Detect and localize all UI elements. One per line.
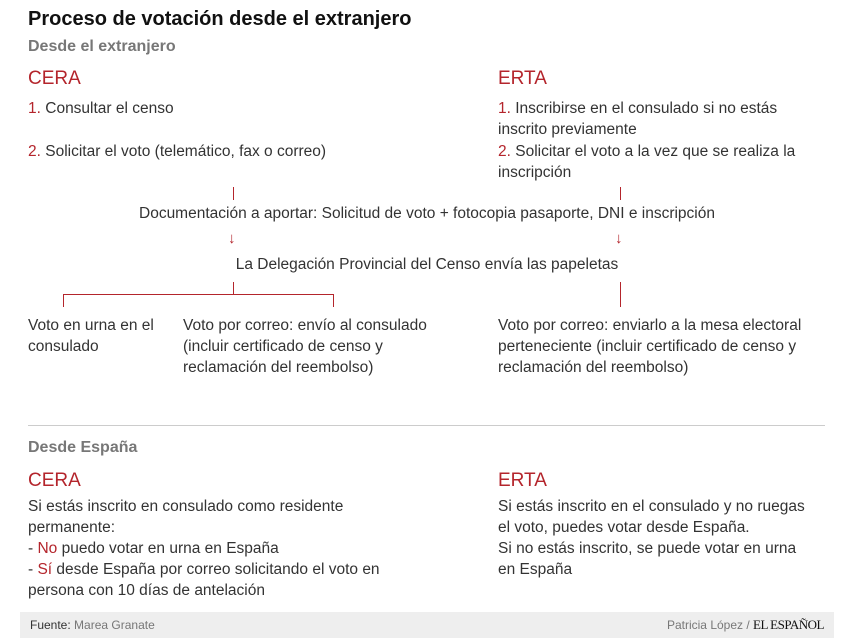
- step-text: Inscribirse en el consulado si no estás …: [498, 100, 778, 138]
- connector-line: [233, 187, 234, 200]
- credit: Patricia López / EL ESPAÑOL: [666, 612, 825, 638]
- cera-item: - Sí desde España por correo solicitando…: [28, 559, 418, 601]
- page-title: Proceso de votación desde el extranjero: [28, 8, 412, 30]
- item-text: desde España por correo solicitando el v…: [28, 561, 380, 599]
- delegation-text: La Delegación Provincial del Censo envía…: [235, 256, 619, 273]
- connector-line: [233, 282, 234, 294]
- cera-step-1: 1. Consultar el censo: [28, 98, 328, 119]
- cera-option-mail: Voto por correo: envío al consulado (inc…: [183, 317, 427, 376]
- arrow-down-icon: ↓: [615, 230, 623, 247]
- cera-item: - No puedo votar en urna en España: [28, 538, 418, 559]
- section-spain-title: Desde España: [28, 439, 138, 456]
- connector-line: [620, 282, 621, 307]
- documentation-text: Documentación a aportar: Solicitud de vo…: [139, 205, 715, 222]
- brand-logo: EL ESPAÑOL: [753, 617, 824, 632]
- connector-line: [333, 294, 334, 307]
- item-prefix: -: [28, 540, 38, 557]
- erta-option-mail: Voto por correo: enviarlo a la mesa elec…: [498, 317, 802, 376]
- step-text: Solicitar el voto (telemático, fax o cor…: [45, 143, 327, 160]
- step-number: 2.: [498, 143, 511, 160]
- author: Patricia López /: [666, 618, 750, 632]
- source-label: Fuente:: [30, 618, 71, 632]
- footer: Fuente: Marea Granate Patricia López / E…: [20, 612, 834, 638]
- cera-option-urn: Voto en urna en el consulado: [28, 317, 154, 355]
- item-prefix: -: [28, 561, 38, 578]
- item-key: No: [37, 540, 58, 557]
- step-text: Solicitar el voto a la vez que se realiz…: [498, 143, 796, 181]
- divider: [28, 425, 825, 426]
- arrow-down-icon: ↓: [228, 230, 236, 247]
- step-text: Consultar el censo: [45, 100, 174, 117]
- connector-line: [620, 187, 621, 200]
- step-number: 1.: [28, 100, 41, 117]
- erta-heading: ERTA: [498, 470, 547, 491]
- source-name: Marea Granate: [74, 618, 155, 632]
- erta-step-2: 2. Solicitar el voto a la vez que se rea…: [498, 141, 828, 183]
- cera-heading: CERA: [28, 68, 81, 89]
- connector-line: [63, 294, 64, 307]
- step-number: 1.: [498, 100, 511, 117]
- cera-intro: Si estás inscrito en consulado como resi…: [28, 498, 344, 536]
- erta-step-1: 1. Inscribirse en el consulado si no est…: [498, 98, 828, 140]
- section-abroad-title: Desde el extranjero: [28, 38, 176, 55]
- source: Fuente: Marea Granate: [30, 612, 155, 638]
- cera-step-2: 2. Solicitar el voto (telemático, fax o …: [28, 141, 328, 162]
- item-key: Sí: [37, 561, 53, 578]
- erta-text-2: Si no estás inscrito, se puede votar en …: [498, 540, 797, 578]
- step-number: 2.: [28, 143, 41, 160]
- erta-text-1: Si estás inscrito en el consulado y no r…: [498, 498, 805, 536]
- connector-line: [63, 294, 334, 295]
- cera-spain-text: Si estás inscrito en consulado como resi…: [28, 496, 418, 601]
- erta-heading: ERTA: [498, 68, 547, 89]
- item-text: puedo votar en urna en España: [57, 540, 279, 557]
- erta-spain-text: Si estás inscrito en el consulado y no r…: [498, 496, 808, 580]
- cera-heading: CERA: [28, 470, 81, 491]
